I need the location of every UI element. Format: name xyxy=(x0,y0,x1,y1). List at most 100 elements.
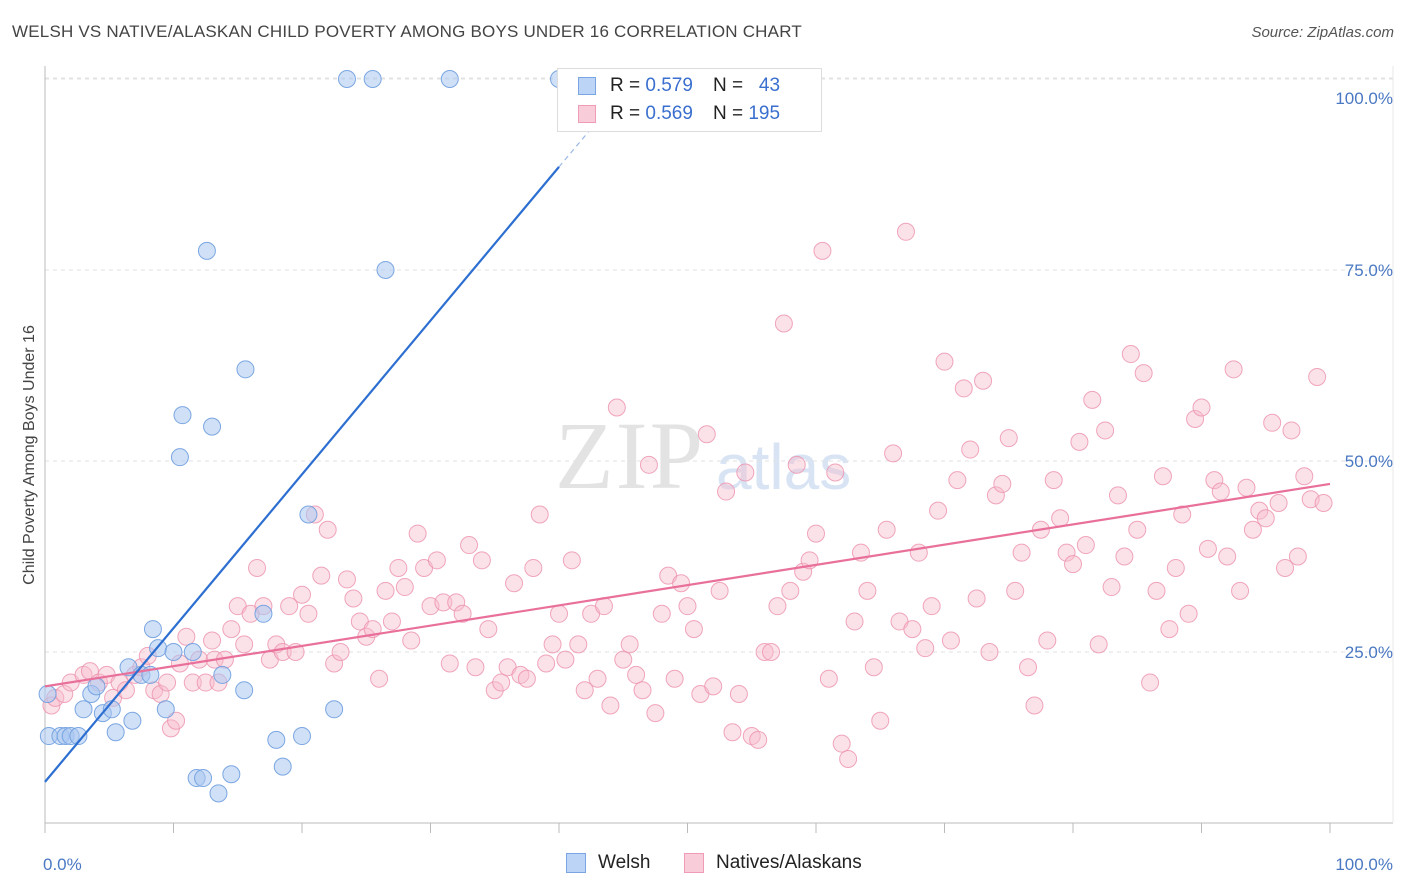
natives-point xyxy=(762,643,781,661)
natives-point xyxy=(1019,658,1038,677)
natives-point xyxy=(479,620,498,639)
natives-point xyxy=(1006,581,1025,600)
natives-point xyxy=(967,589,986,608)
natives-point xyxy=(704,677,723,696)
legend-label-welsh: Welsh xyxy=(598,852,651,873)
natives-point xyxy=(1147,581,1166,600)
natives-point xyxy=(948,471,967,490)
welsh-point xyxy=(143,620,162,639)
natives-point xyxy=(864,658,883,677)
natives-swatch xyxy=(578,105,596,123)
natives-point xyxy=(575,681,594,700)
natives-point xyxy=(183,673,202,692)
welsh-point xyxy=(267,730,286,749)
natives-point xyxy=(1237,478,1256,497)
natives-point xyxy=(710,581,729,600)
n-label: N = xyxy=(712,75,744,96)
natives-point xyxy=(1179,604,1198,623)
natives-point xyxy=(819,669,838,688)
natives-point xyxy=(858,581,877,600)
welsh-point xyxy=(337,70,356,88)
natives-point xyxy=(845,612,864,631)
natives-point xyxy=(1102,578,1121,597)
natives-point xyxy=(1218,547,1237,566)
y-tick-label: 50.0% xyxy=(1345,452,1393,471)
natives-point xyxy=(1224,360,1243,379)
natives-point xyxy=(1134,364,1153,383)
legend-item-welsh[interactable]: Welsh xyxy=(566,852,650,874)
natives-point xyxy=(736,463,755,482)
welsh-swatch xyxy=(578,77,596,95)
natives-point xyxy=(158,673,177,692)
natives-point xyxy=(723,723,742,742)
natives-point xyxy=(781,581,800,600)
natives-point xyxy=(1250,501,1269,520)
natives-point xyxy=(941,631,960,650)
natives-point xyxy=(601,696,620,715)
natives-point xyxy=(485,681,504,700)
welsh-swatch xyxy=(566,853,586,873)
y-tick-label: 75.0% xyxy=(1345,261,1393,280)
natives-point xyxy=(961,440,980,459)
natives-point xyxy=(774,314,793,333)
natives-point xyxy=(1153,467,1172,486)
natives-point xyxy=(588,669,607,688)
natives-point xyxy=(1025,696,1044,715)
welsh-point xyxy=(69,727,88,746)
natives-point xyxy=(1263,413,1282,432)
natives-point xyxy=(556,650,575,669)
legend-row-natives: R = 0.569 N = 195 xyxy=(578,103,780,125)
r-value-natives: 0.569 xyxy=(645,103,693,124)
natives-swatch xyxy=(684,853,704,873)
natives-point xyxy=(318,520,337,539)
welsh-point xyxy=(299,505,318,524)
x-tick-label: 0.0% xyxy=(43,855,82,874)
natives-point xyxy=(235,635,254,654)
natives-point xyxy=(1121,345,1140,364)
natives-point xyxy=(331,643,350,661)
natives-point xyxy=(665,669,684,688)
n-label: N = xyxy=(712,103,744,124)
axes xyxy=(44,66,1394,833)
natives-point xyxy=(922,597,941,616)
natives-point xyxy=(980,643,999,661)
natives-point xyxy=(543,635,562,654)
natives-point xyxy=(389,558,408,577)
natives-point xyxy=(395,578,414,597)
natives-point xyxy=(460,536,479,555)
welsh-point xyxy=(254,604,273,623)
natives-point xyxy=(1096,421,1115,440)
natives-point xyxy=(633,681,652,700)
natives-point xyxy=(999,429,1018,448)
natives-point xyxy=(807,524,825,543)
natives-point xyxy=(370,669,389,688)
welsh-point xyxy=(38,685,57,704)
welsh-point xyxy=(376,261,395,279)
natives-point xyxy=(116,681,135,700)
welsh-point xyxy=(197,241,216,260)
natives-point xyxy=(427,551,446,570)
natives-point xyxy=(974,371,993,390)
natives-point xyxy=(1243,520,1262,539)
y-tick-label: 25.0% xyxy=(1345,643,1393,662)
natives-point xyxy=(203,631,222,650)
welsh-point xyxy=(325,700,344,719)
legend-label-natives: Natives/Alaskans xyxy=(716,852,862,873)
natives-point xyxy=(646,704,665,723)
natives-point xyxy=(1012,543,1031,562)
natives-point xyxy=(1173,505,1192,524)
natives-point xyxy=(1282,421,1301,440)
legend-item-natives[interactable]: Natives/Alaskans xyxy=(684,852,862,874)
welsh-point xyxy=(363,70,382,88)
natives-point xyxy=(177,627,196,646)
watermark-zip: ZIP xyxy=(555,402,705,509)
natives-point xyxy=(312,566,331,585)
welsh-point xyxy=(74,700,93,719)
welsh-point xyxy=(123,711,142,730)
welsh-point xyxy=(87,677,106,696)
natives-point xyxy=(382,612,401,631)
natives-point xyxy=(472,551,491,570)
natives-point xyxy=(672,574,691,593)
natives-point xyxy=(1115,547,1134,566)
